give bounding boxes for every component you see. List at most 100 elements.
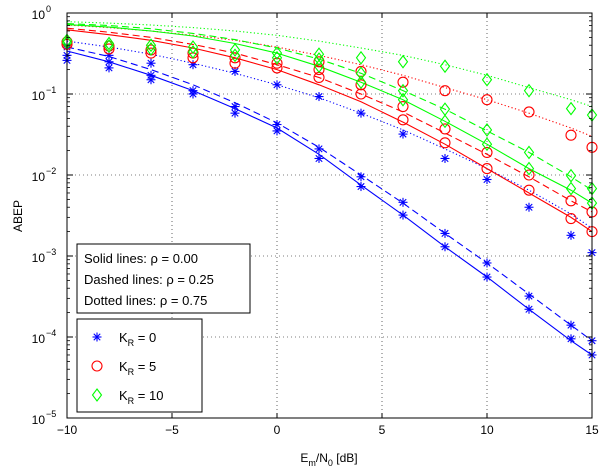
y-tick-label: 10	[32, 251, 46, 265]
y-tick-label: 10	[32, 413, 46, 427]
legend-dashed-lines: Dashed lines: ρ = 0.25	[84, 272, 214, 287]
marker-kr0	[356, 172, 366, 182]
legend-k: K	[119, 330, 128, 345]
x-tick-label: −10	[57, 423, 78, 437]
y-tick-label-base: 10	[32, 251, 46, 265]
marker-kr0	[230, 102, 240, 112]
y-tick-label: 10	[32, 89, 46, 103]
marker-kr5	[397, 114, 409, 126]
marker-kr0	[188, 86, 198, 96]
marker-kr0	[524, 304, 534, 314]
marker-kr0	[398, 197, 408, 207]
legend-solid-lines: Solid lines: ρ = 0.00	[84, 251, 198, 266]
legend-entry-label: KR = 5	[119, 359, 156, 377]
legend-k: K	[119, 388, 128, 403]
x-tick-label: 10	[480, 423, 494, 437]
marker-kr5	[145, 47, 157, 59]
marker-kr5	[439, 137, 451, 149]
marker-kr10	[229, 48, 241, 63]
marker-kr10	[565, 181, 577, 196]
marker-kr0	[566, 334, 576, 344]
series-line-kr5-dotted	[66, 24, 593, 137]
marker-kr0	[272, 120, 282, 130]
x-tick-label: 0	[274, 423, 281, 437]
marker-kr5	[565, 195, 577, 207]
plot-frame	[66, 12, 593, 419]
marker-kr10	[565, 101, 577, 116]
marker-kr10	[313, 47, 325, 62]
x-tick-label: 15	[585, 423, 599, 437]
marker-kr5	[229, 52, 241, 64]
series-line-kr0-dotted	[66, 40, 593, 229]
marker-kr0	[356, 182, 366, 192]
legend-k: K	[119, 359, 128, 374]
marker-kr10	[523, 145, 535, 160]
y-tick-label: 10	[32, 8, 46, 22]
legend-marker-diamond	[91, 388, 103, 402]
marker-kr0	[482, 174, 492, 184]
marker-kr0	[230, 66, 240, 76]
marker-kr0	[314, 92, 324, 102]
marker-kr10	[523, 161, 535, 176]
marker-kr10	[187, 40, 199, 54]
marker-kr0	[314, 144, 324, 154]
y-tick-label-base: 10	[32, 413, 46, 427]
y-tick-label-exponent: −1	[46, 85, 56, 95]
marker-kr10	[145, 38, 157, 53]
marker-kr5	[397, 76, 409, 88]
marker-kr0	[356, 108, 366, 118]
marker-kr5	[565, 129, 577, 141]
series-line-kr5-dashed	[66, 27, 593, 213]
series-lines	[66, 21, 593, 356]
marker-kr10	[355, 66, 367, 81]
marker-kr0	[566, 230, 576, 240]
marker-kr5	[103, 43, 115, 55]
x-tick-label: −5	[165, 423, 179, 437]
x-axis-label-sub-0: 0	[328, 458, 333, 468]
marker-kr0	[482, 258, 492, 268]
legend-k-value: = 0	[134, 330, 156, 345]
series-line-kr10-dashed	[66, 23, 593, 191]
marker-kr10	[187, 45, 199, 59]
y-axis-label: ABEP	[11, 200, 25, 232]
legend-entry-label: KR = 0	[119, 330, 156, 348]
x-axis-label-unit: [dB]	[333, 451, 358, 465]
correlation-legend-box	[76, 243, 251, 314]
x-axis-label-e: E	[300, 451, 308, 465]
legend-marker-star	[92, 332, 102, 342]
y-tick-label-base: 10	[32, 89, 46, 103]
marker-kr5	[523, 106, 535, 118]
marker-kr10	[439, 59, 451, 74]
marker-kr10	[565, 168, 577, 183]
marker-kr0	[482, 272, 492, 282]
marker-kr10	[523, 83, 535, 98]
legend-k-subscript: R	[128, 367, 135, 377]
marker-kr5	[439, 85, 451, 97]
marker-kr5	[439, 123, 451, 135]
legend-k-subscript: R	[128, 396, 135, 406]
marker-kr0	[440, 153, 450, 163]
marker-kr5	[313, 56, 325, 68]
marker-kr0	[524, 202, 534, 212]
marker-kr0	[566, 320, 576, 330]
y-tick-label-exponent: −4	[46, 328, 56, 338]
y-tick-label: 10	[32, 332, 46, 346]
marker-kr10	[355, 75, 367, 90]
y-tick-label-base: 10	[32, 332, 46, 346]
marker-kr0	[146, 70, 156, 80]
marker-kr10	[397, 92, 409, 107]
marker-kr0	[272, 80, 282, 90]
legend-k-value: = 10	[134, 388, 163, 403]
marker-kr5	[481, 146, 493, 158]
series-line-kr10-solid	[66, 24, 593, 204]
marker-kr5	[229, 57, 241, 69]
marker-kr5	[523, 169, 535, 181]
correlation-legend: Solid lines: ρ = 0.00 Dashed lines: ρ = …	[76, 243, 251, 314]
marker-kr10	[397, 83, 409, 98]
marker-kr0	[440, 242, 450, 252]
x-axis-label-sub-m: m	[308, 458, 316, 468]
y-tick-label-exponent: 0	[46, 4, 51, 14]
marker-kr10	[355, 50, 367, 65]
marker-legend: KR = 0KR = 5KR = 10	[76, 318, 203, 413]
marker-kr5	[481, 94, 493, 106]
